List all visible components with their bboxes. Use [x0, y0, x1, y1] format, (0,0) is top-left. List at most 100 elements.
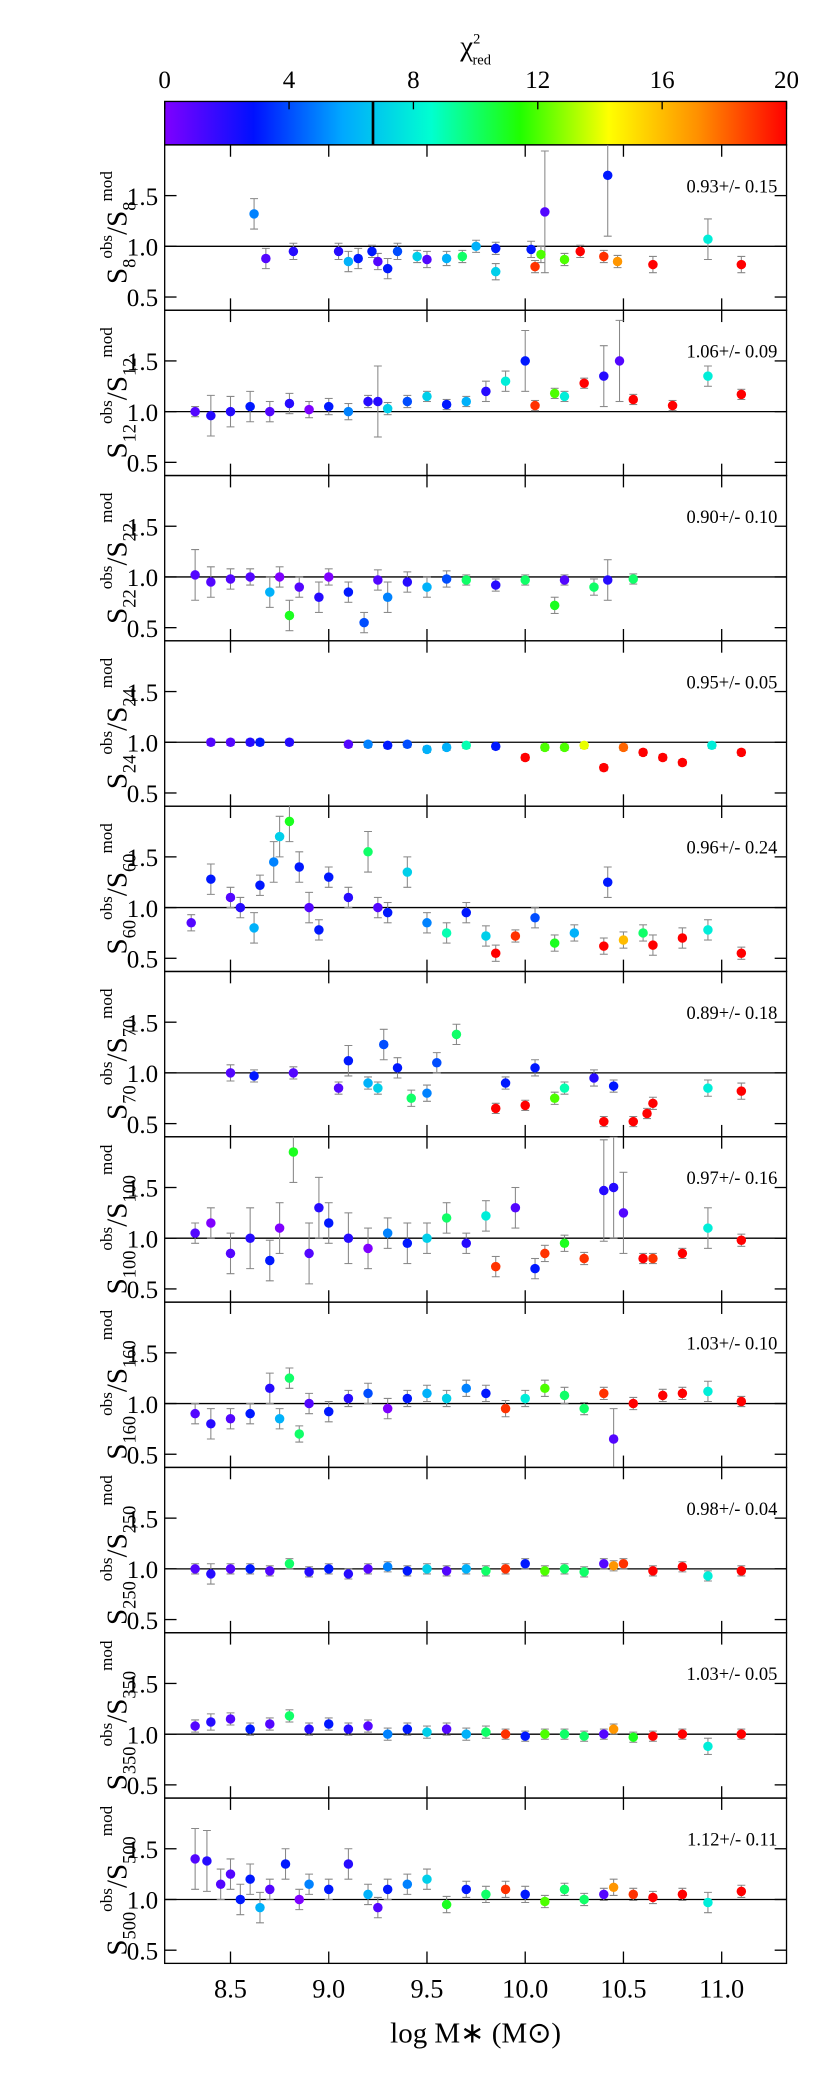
point: [707, 740, 717, 751]
point: [333, 246, 344, 257]
point: [186, 918, 196, 928]
y-axis-label: S22obs/S22mod: [97, 492, 140, 624]
y-tick-label: 0.5: [127, 1773, 158, 1800]
point: [382, 1403, 393, 1414]
point: [382, 403, 393, 414]
point: [379, 1039, 389, 1050]
point: [206, 737, 216, 748]
panel-points: [249, 144, 747, 281]
point: [343, 1859, 354, 1869]
point: [589, 582, 599, 592]
point: [736, 1729, 747, 1739]
panel-annotation: 1.06+/- 0.09: [686, 342, 777, 362]
panel-annotation: 0.96+/- 0.24: [686, 838, 777, 858]
y-label-mod: mod: [97, 1475, 116, 1506]
y-tick-label: 1.5: [127, 184, 158, 211]
point: [373, 1902, 383, 1913]
point: [225, 574, 236, 584]
y-label-obs: obs: [97, 1226, 116, 1250]
y-label-obs: obs: [97, 896, 116, 920]
colorbar-label-sup: 2: [473, 31, 480, 47]
point: [602, 575, 613, 585]
point: [441, 1724, 452, 1734]
point: [323, 572, 334, 582]
y-tick-label: 1.5: [127, 1341, 158, 1368]
colorbar-tick-label: 12: [525, 67, 550, 94]
point: [441, 574, 452, 584]
y-tick-label: 1.5: [127, 1837, 158, 1864]
y-label-symbol: S: [101, 376, 133, 392]
point: [422, 1727, 432, 1737]
y-tick-label: 1.0: [127, 1061, 158, 1088]
point: [265, 1566, 275, 1576]
point: [265, 1383, 275, 1394]
point: [402, 1724, 413, 1734]
point: [736, 259, 747, 270]
point: [323, 1218, 334, 1228]
point: [190, 1721, 200, 1731]
point: [500, 1403, 511, 1414]
point: [249, 923, 259, 933]
colorbar-tick-label: 4: [283, 67, 296, 94]
point: [353, 253, 363, 264]
point: [363, 1889, 373, 1900]
y-label-band: 24: [120, 755, 140, 773]
point: [602, 170, 613, 181]
y-label-obs: obs: [97, 565, 116, 589]
point: [628, 1116, 639, 1127]
point: [549, 600, 560, 611]
point: [638, 1253, 648, 1264]
point: [628, 1732, 639, 1742]
point: [461, 907, 472, 918]
panel-frame: [164, 1797, 788, 1965]
point: [658, 1390, 668, 1401]
y-label-symbol: S: [101, 442, 133, 458]
y-label-symbol: S: [101, 1203, 133, 1219]
y-label-mod: mod: [97, 327, 116, 358]
point: [618, 1559, 629, 1569]
y-label-band: 160: [120, 1340, 140, 1368]
point: [323, 1884, 334, 1895]
point: [471, 241, 481, 252]
panel-points: [190, 1558, 747, 1585]
point: [363, 739, 373, 750]
panel-points: [190, 1136, 747, 1285]
point: [206, 1419, 216, 1429]
point: [343, 1393, 354, 1404]
point: [373, 1083, 383, 1093]
point: [490, 580, 501, 590]
point: [559, 1390, 570, 1401]
point: [559, 575, 570, 585]
panel-frame: [164, 474, 788, 642]
point: [736, 389, 747, 400]
point: [284, 816, 295, 827]
point: [422, 918, 432, 928]
colorbar-label-sub: red: [472, 53, 491, 69]
point: [363, 1721, 373, 1731]
y-tick-label: 0.5: [127, 285, 158, 312]
x-axis-label: log M∗ (M⊙): [390, 2017, 561, 2049]
point: [245, 572, 255, 582]
panel-frame: [164, 1632, 788, 1799]
point: [225, 1714, 236, 1724]
point: [190, 406, 200, 417]
point: [323, 1719, 334, 1729]
point: [559, 1564, 570, 1574]
y-label-band: 60: [120, 920, 140, 938]
y-label-sep: /: [101, 1218, 133, 1227]
point: [265, 1884, 275, 1895]
y-axis-label: S160obs/S160mod: [97, 1309, 140, 1459]
point: [530, 400, 540, 411]
point: [225, 1068, 236, 1078]
colorbar-label-symbol: χ: [459, 30, 473, 62]
point: [612, 256, 623, 267]
point: [540, 1248, 550, 1259]
y-label-obs: obs: [97, 1557, 116, 1581]
panel-points: [225, 1023, 747, 1128]
point: [677, 1388, 688, 1399]
point: [559, 391, 570, 402]
y-label-symbol: S: [101, 1940, 133, 1956]
point: [608, 1434, 619, 1444]
x-tick-label: 10.0: [502, 1975, 548, 2004]
